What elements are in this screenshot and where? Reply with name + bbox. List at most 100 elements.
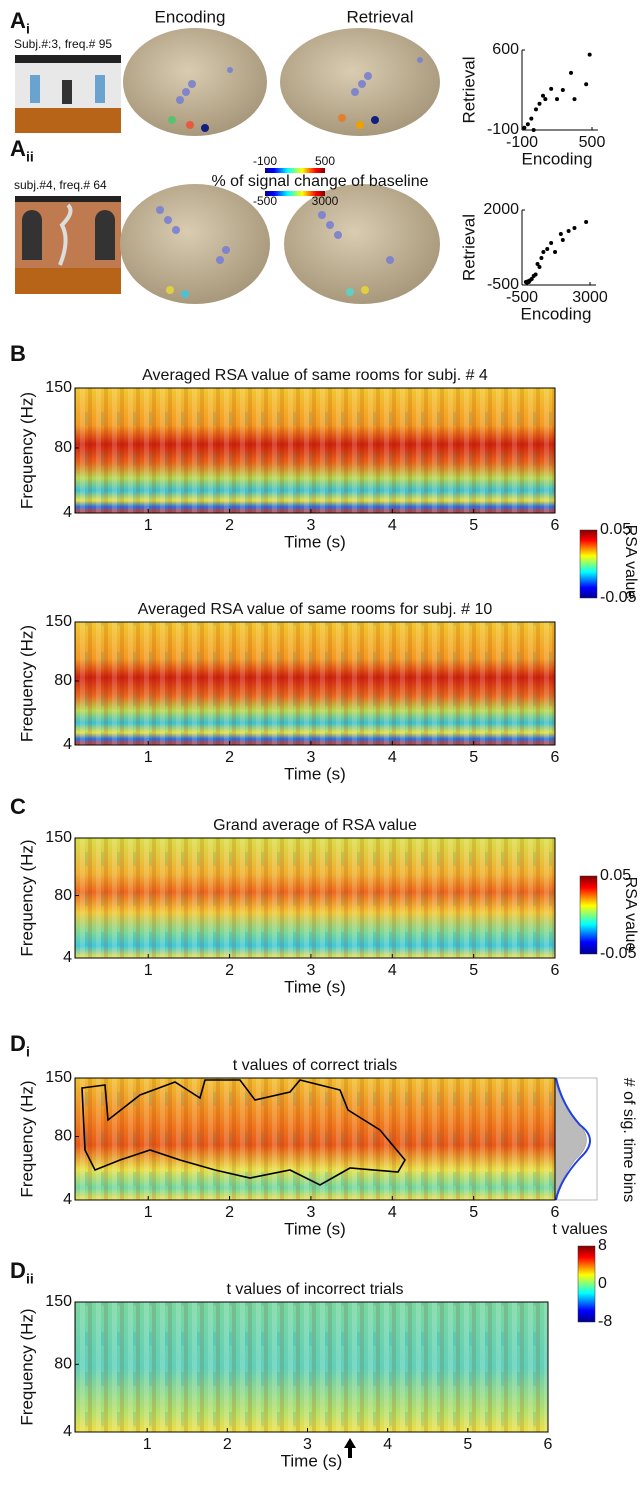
panel-label: D bbox=[10, 1031, 26, 1056]
scatter-point bbox=[560, 238, 565, 242]
heatmap-title: Grand average of RSA value bbox=[213, 817, 417, 834]
y-tick-label: 150 bbox=[45, 1069, 72, 1086]
y-tick-label: 80 bbox=[54, 1356, 72, 1373]
x-axis-label: Encoding bbox=[521, 304, 592, 323]
y-tick-label: 150 bbox=[45, 1293, 72, 1310]
plot-frame bbox=[74, 621, 556, 746]
scatter-point bbox=[572, 97, 577, 102]
x-tick-label: 3000 bbox=[572, 289, 608, 306]
x-tick-label: 1 bbox=[144, 749, 153, 766]
x-axis-label: Encoding bbox=[522, 149, 593, 168]
x-tick-label: 1 bbox=[144, 1204, 153, 1221]
x-tick-label: 500 bbox=[579, 134, 606, 151]
scatter-point bbox=[529, 277, 534, 281]
colorbar-label: RSA value bbox=[622, 877, 639, 952]
heatmap-title: t values of correct trials bbox=[233, 1057, 398, 1074]
x-tick-label: 6 bbox=[551, 1204, 560, 1221]
x-tick-label: 2 bbox=[223, 1436, 232, 1453]
x-axis-label: Time (s) bbox=[284, 764, 346, 783]
caption: Subj.#:3, freq.# 95 bbox=[14, 37, 112, 51]
colorbar-tick-label: 500 bbox=[315, 154, 335, 168]
panel-sub: ii bbox=[26, 1271, 34, 1287]
x-tick-label: 1 bbox=[144, 962, 153, 979]
colorbar bbox=[579, 875, 598, 955]
x-tick-label: 5 bbox=[469, 749, 478, 766]
colorbar-label: RSA value bbox=[622, 525, 639, 600]
x-tick-label: 5 bbox=[469, 517, 478, 534]
scatter-point bbox=[537, 265, 542, 269]
x-tick-label: 2 bbox=[225, 962, 234, 979]
scatter-point bbox=[553, 250, 558, 254]
y-tick-label: 80 bbox=[54, 887, 72, 904]
x-tick-label: 1 bbox=[144, 517, 153, 534]
x-tick-label: 5 bbox=[463, 1436, 472, 1453]
heatmap-texture bbox=[75, 1078, 555, 1200]
heatmap-title: t values of incorrect trials bbox=[227, 1281, 404, 1298]
x-axis-label: Time (s) bbox=[284, 977, 346, 996]
y-tick-label: 2000 bbox=[483, 201, 519, 218]
scatter-point bbox=[555, 97, 559, 102]
colorbar bbox=[577, 1245, 596, 1323]
x-tick-label: 1 bbox=[143, 1436, 152, 1453]
panel-label: D bbox=[10, 1258, 26, 1283]
colorbar-title: % of signal change of baseline bbox=[211, 173, 428, 190]
plot-frame bbox=[74, 1301, 549, 1433]
colorbar-tick-label: 0.05 bbox=[600, 867, 631, 884]
x-axis-label: Time (s) bbox=[284, 1219, 346, 1238]
scatter-point bbox=[587, 52, 592, 57]
x-tick-label: 4 bbox=[388, 962, 397, 979]
significance-contour bbox=[81, 1079, 406, 1186]
panel-label: C bbox=[10, 794, 26, 819]
scene-thumbnail bbox=[15, 55, 121, 133]
y-tick-label: 4 bbox=[63, 504, 72, 521]
scatter-point bbox=[533, 272, 538, 277]
colorbar bbox=[579, 529, 598, 599]
x-tick-label: 2 bbox=[225, 517, 234, 534]
panel-sub: ii bbox=[26, 149, 34, 165]
column-title: Retrieval bbox=[346, 7, 413, 26]
x-tick-label: 2 bbox=[225, 1204, 234, 1221]
scatter-point bbox=[539, 256, 544, 260]
colorbar bbox=[265, 191, 325, 196]
panel-label: A bbox=[10, 8, 26, 33]
x-tick-label: -500 bbox=[506, 289, 538, 306]
scene-thumbnail bbox=[15, 196, 121, 294]
colorbar-label: t values bbox=[552, 1221, 607, 1238]
x-tick-label: 4 bbox=[388, 517, 397, 534]
y-axis-label: Frequency (Hz) bbox=[17, 1308, 36, 1425]
y-tick-label: 4 bbox=[63, 736, 72, 753]
brain bbox=[120, 28, 440, 304]
heatmap-texture bbox=[75, 1302, 548, 1432]
scatter-point bbox=[549, 86, 554, 91]
y-tick-label: 150 bbox=[45, 379, 72, 396]
scatter-point bbox=[529, 116, 534, 121]
x-tick-label: 6 bbox=[551, 749, 560, 766]
y-tick-label: 4 bbox=[63, 1423, 72, 1440]
x-tick-label: 3 bbox=[306, 962, 315, 979]
y-tick-label: 150 bbox=[45, 829, 72, 846]
colorbar-tick-label: -0.05 bbox=[600, 945, 637, 962]
colorbar-tick-label: -8 bbox=[598, 1313, 612, 1330]
heatmap-title: Averaged RSA value of same rooms for sub… bbox=[142, 367, 488, 384]
x-tick-label: 3 bbox=[306, 749, 315, 766]
panel-label: B bbox=[10, 341, 26, 366]
x-tick-label: 6 bbox=[551, 517, 560, 534]
y-tick-label: -100 bbox=[487, 121, 519, 138]
colorbar-tick-label: 8 bbox=[598, 1237, 607, 1254]
x-tick-label: -100 bbox=[506, 134, 538, 151]
histogram-label: # of sig. time bins bbox=[620, 1078, 637, 1203]
side-histogram bbox=[554, 1077, 598, 1201]
y-axis-label: Retrieval bbox=[459, 56, 478, 123]
scatter-point bbox=[549, 241, 554, 245]
scatter-point bbox=[584, 220, 589, 224]
colorbar-tick-label: -500 bbox=[253, 194, 277, 208]
plot-frame bbox=[74, 1077, 556, 1201]
heatmap-texture bbox=[75, 622, 555, 745]
colorbar bbox=[265, 168, 325, 173]
scatter-point bbox=[558, 232, 563, 236]
x-tick-label: 3 bbox=[306, 517, 315, 534]
colorbar-tick-label: 3000 bbox=[312, 194, 339, 208]
x-tick-label: 5 bbox=[469, 1204, 478, 1221]
column-title: Encoding bbox=[155, 7, 226, 26]
